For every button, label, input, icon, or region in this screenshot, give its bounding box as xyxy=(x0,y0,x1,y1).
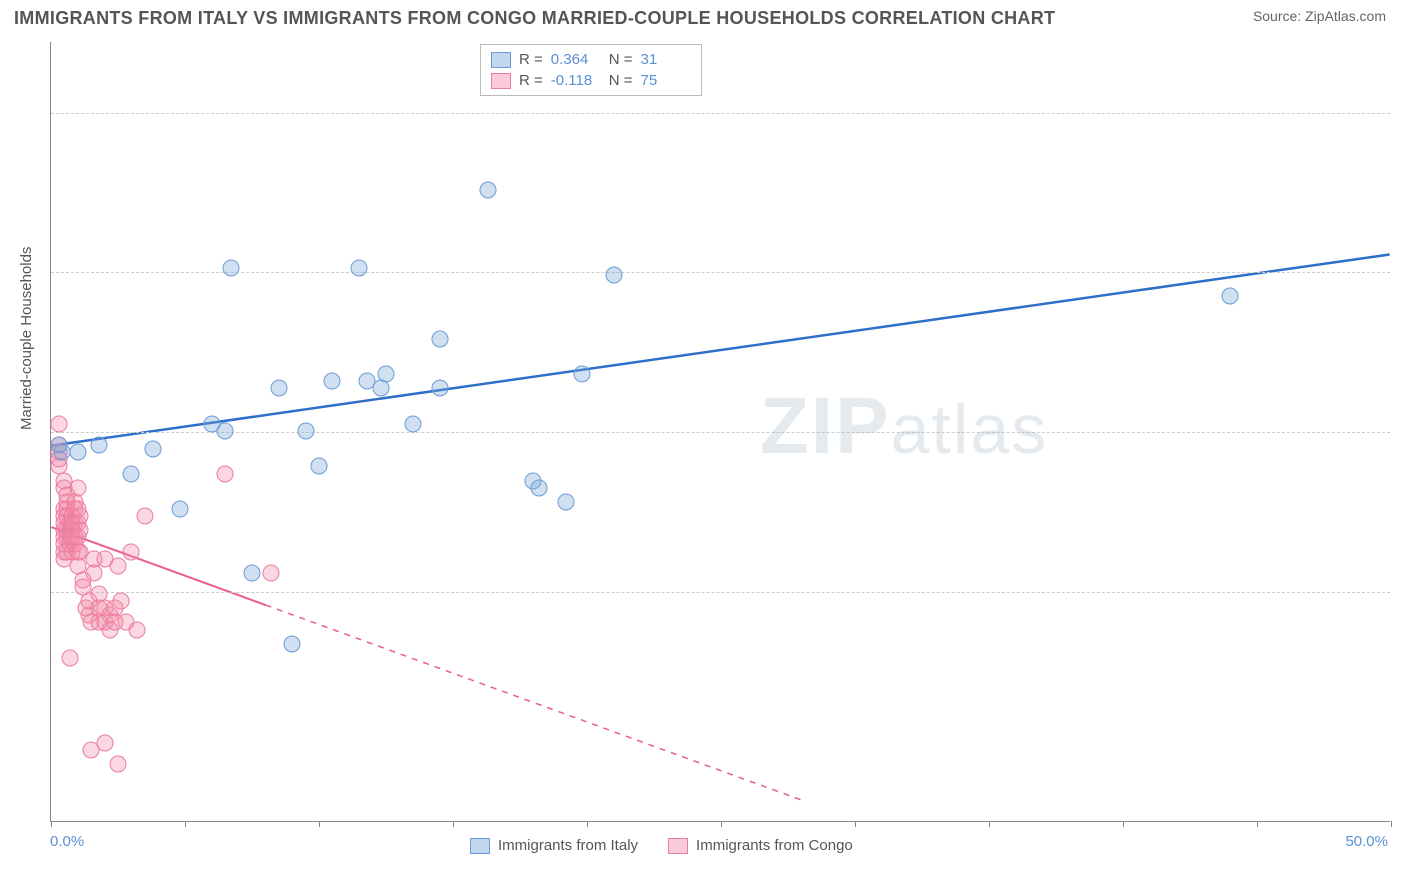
x-tick xyxy=(185,821,186,827)
data-point xyxy=(270,380,287,397)
correlation-stats-box: R = 0.364 N = 31 R = -0.118 N = 75 xyxy=(480,44,702,96)
stat-n-label: N = xyxy=(609,51,633,68)
swatch-blue-icon xyxy=(470,838,490,854)
stat-r-blue: 0.364 xyxy=(551,51,601,68)
data-point xyxy=(1222,288,1239,305)
data-point xyxy=(144,440,161,457)
data-point xyxy=(91,437,108,454)
data-point xyxy=(605,267,622,284)
data-point xyxy=(72,522,89,539)
data-point xyxy=(324,373,341,390)
data-point xyxy=(203,415,220,432)
x-axis-max-label: 50.0% xyxy=(1345,833,1388,850)
data-point xyxy=(112,593,129,610)
data-point xyxy=(378,366,395,383)
x-axis-min-label: 0.0% xyxy=(50,833,84,850)
x-tick xyxy=(721,821,722,827)
gridline xyxy=(51,272,1390,273)
stat-r-label: R = xyxy=(519,72,543,89)
gridline xyxy=(51,592,1390,593)
data-point xyxy=(262,564,279,581)
legend-item-congo: Immigrants from Congo xyxy=(668,837,853,854)
stat-n-pink: 75 xyxy=(641,72,691,89)
data-point xyxy=(573,366,590,383)
data-point xyxy=(530,479,547,496)
stat-r-label: R = xyxy=(519,51,543,68)
data-point xyxy=(431,330,448,347)
data-point xyxy=(404,415,421,432)
x-tick xyxy=(1391,821,1392,827)
legend-label-congo: Immigrants from Congo xyxy=(696,837,853,854)
swatch-blue-icon xyxy=(491,52,511,68)
legend-item-italy: Immigrants from Italy xyxy=(470,837,638,854)
gridline xyxy=(51,432,1390,433)
x-tick xyxy=(51,821,52,827)
x-tick xyxy=(1257,821,1258,827)
data-point xyxy=(110,756,127,773)
data-point xyxy=(85,564,102,581)
source-attribution: Source: ZipAtlas.com xyxy=(1253,8,1386,24)
y-axis-label: Married-couple Households xyxy=(18,247,35,430)
data-point xyxy=(69,444,86,461)
data-point xyxy=(69,479,86,496)
data-point xyxy=(51,415,68,432)
swatch-pink-icon xyxy=(491,73,511,89)
chart-plot-area: 32.5%55.0%77.5%100.0% xyxy=(50,42,1390,822)
data-point xyxy=(479,181,496,198)
data-point xyxy=(557,493,574,510)
stat-row-congo: R = -0.118 N = 75 xyxy=(491,70,691,91)
data-point xyxy=(431,380,448,397)
data-point xyxy=(284,635,301,652)
data-point xyxy=(217,465,234,482)
data-point xyxy=(351,259,368,276)
x-tick xyxy=(855,821,856,827)
data-point xyxy=(61,649,78,666)
data-point xyxy=(53,444,70,461)
data-point xyxy=(123,465,140,482)
data-point xyxy=(123,543,140,560)
data-point xyxy=(171,501,188,518)
data-point xyxy=(222,259,239,276)
x-tick xyxy=(453,821,454,827)
data-point xyxy=(96,550,113,567)
data-point xyxy=(96,735,113,752)
x-tick xyxy=(587,821,588,827)
x-tick xyxy=(319,821,320,827)
chart-title: IMMIGRANTS FROM ITALY VS IMMIGRANTS FROM… xyxy=(14,8,1055,29)
stat-n-label: N = xyxy=(609,72,633,89)
swatch-pink-icon xyxy=(668,838,688,854)
stat-r-pink: -0.118 xyxy=(551,72,601,89)
stat-row-italy: R = 0.364 N = 31 xyxy=(491,49,691,70)
data-point xyxy=(244,564,261,581)
legend-label-italy: Immigrants from Italy xyxy=(498,837,638,854)
data-point xyxy=(297,423,314,440)
gridline xyxy=(51,113,1390,114)
data-point xyxy=(311,458,328,475)
stat-n-blue: 31 xyxy=(641,51,691,68)
series-legend: Immigrants from Italy Immigrants from Co… xyxy=(470,837,853,854)
data-point xyxy=(128,621,145,638)
x-tick xyxy=(989,821,990,827)
x-tick xyxy=(1123,821,1124,827)
data-point xyxy=(136,508,153,525)
